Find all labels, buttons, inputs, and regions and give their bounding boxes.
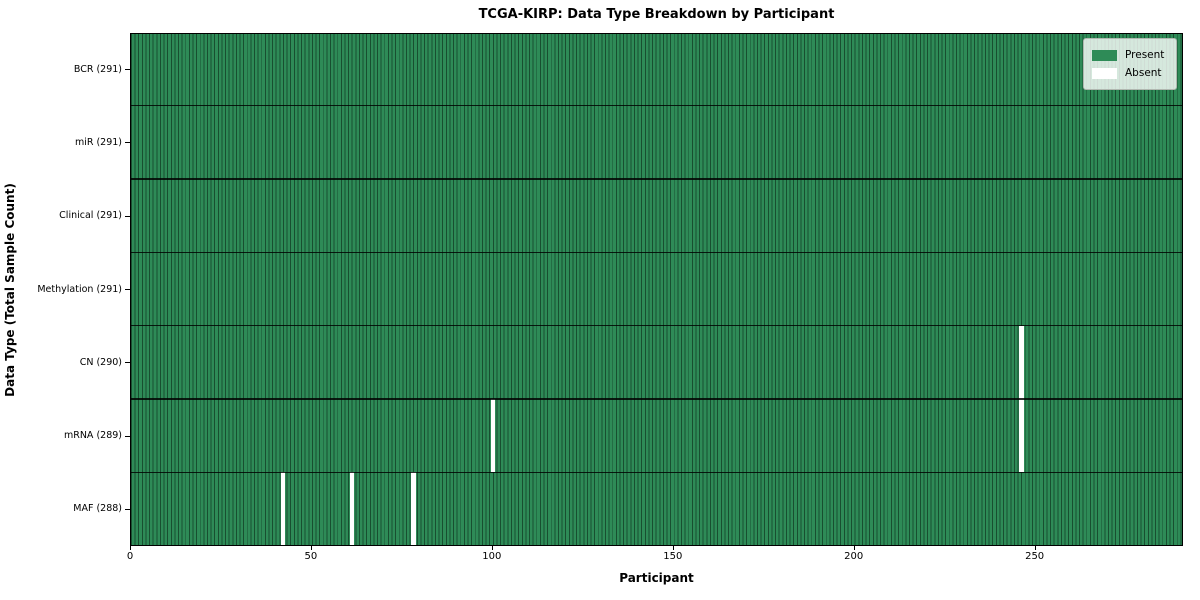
x-axis-label: Participant xyxy=(619,571,694,585)
x-tick-mark xyxy=(672,546,674,550)
row-boundary-line xyxy=(131,398,1182,400)
absent-stripe xyxy=(411,472,416,546)
y-tick-label: mRNA (289) xyxy=(63,430,122,442)
absent-stripe xyxy=(491,398,496,473)
legend-label: Present xyxy=(1125,49,1165,61)
y-tick-mark xyxy=(125,362,130,364)
x-tick-label: 100 xyxy=(482,551,502,562)
chart-title: TCGA-KIRP: Data Type Breakdown by Partic… xyxy=(478,7,835,22)
absent-stripe xyxy=(349,472,355,546)
legend: Present Absent xyxy=(1083,38,1177,90)
x-tick-label: 150 xyxy=(663,551,683,562)
absent-stripe xyxy=(1019,325,1024,399)
y-tick-mark xyxy=(125,435,130,437)
legend-swatch xyxy=(1092,67,1117,79)
x-tick-label: 200 xyxy=(844,551,864,562)
y-tick-mark xyxy=(125,69,130,71)
legend-item: Absent xyxy=(1092,65,1168,81)
row-boundary-line xyxy=(131,105,1182,107)
x-tick-label: 50 xyxy=(304,551,318,562)
x-tick-label: 0 xyxy=(126,551,134,562)
absent-stripe xyxy=(1019,398,1024,473)
y-tick-label: BCR (291) xyxy=(73,63,122,75)
legend-swatch xyxy=(1092,49,1117,61)
y-tick-mark xyxy=(125,289,130,290)
row-boundary-line xyxy=(131,324,1182,327)
plot-area xyxy=(130,33,1183,546)
x-tick-mark xyxy=(130,546,131,550)
row-boundary-line xyxy=(131,178,1182,180)
y-tick-label: CN (290) xyxy=(79,356,122,368)
y-tick-label: miR (291) xyxy=(74,136,122,148)
row-boundary-line xyxy=(131,251,1182,254)
absent-stripe xyxy=(281,472,286,546)
x-tick-mark xyxy=(853,546,855,550)
x-tick-label: 250 xyxy=(1025,551,1045,562)
y-tick-mark xyxy=(125,215,130,217)
legend-item: Present xyxy=(1092,47,1168,63)
x-tick-mark xyxy=(1034,546,1036,550)
row-boundary-line xyxy=(131,471,1182,473)
y-tick-label: Methylation (291) xyxy=(37,283,122,295)
x-tick-mark xyxy=(310,546,312,550)
y-tick-label: Clinical (291) xyxy=(59,210,122,222)
y-tick-mark xyxy=(125,142,130,144)
y-tick-mark xyxy=(125,508,130,510)
y-tick-label: MAF (288) xyxy=(73,503,122,515)
legend-label: Absent xyxy=(1125,67,1162,79)
x-tick-mark xyxy=(491,546,493,550)
